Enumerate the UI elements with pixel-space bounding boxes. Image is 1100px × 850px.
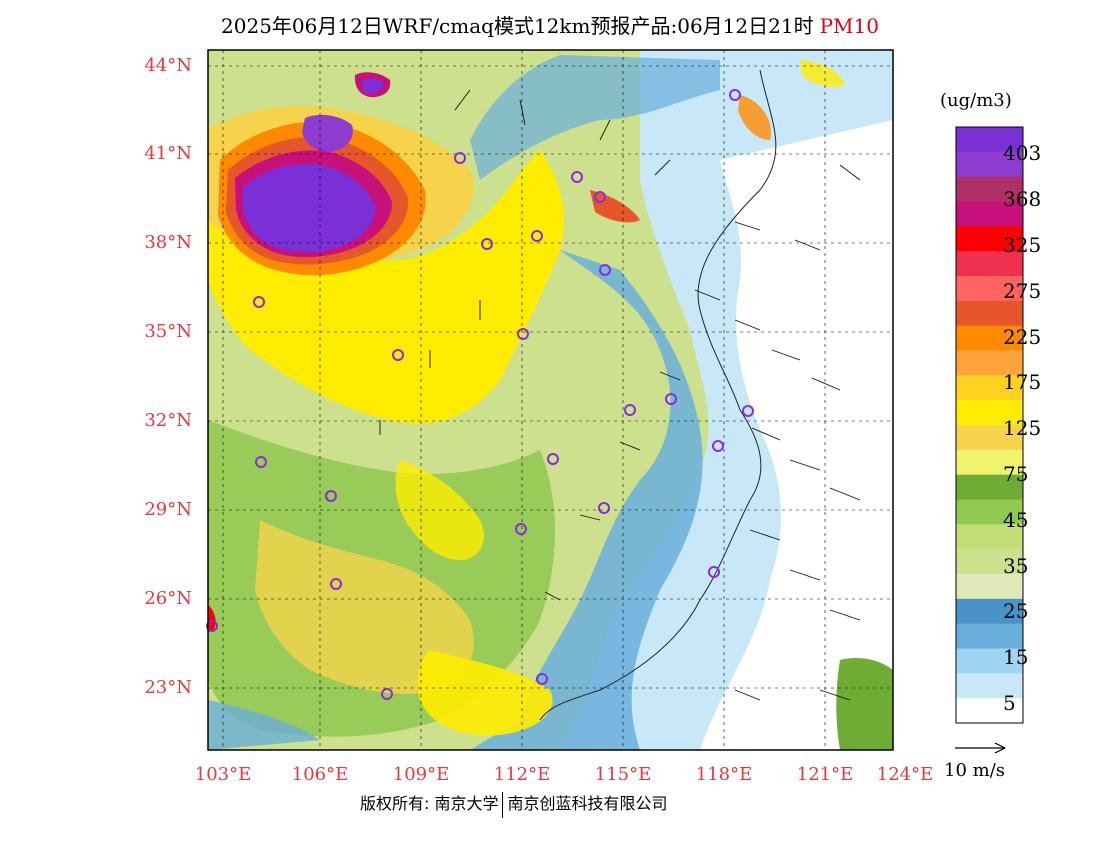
lat-label-23: 23°N [144,677,192,698]
colorbar-swatch [956,449,1023,476]
colorbar-swatch [956,623,1023,649]
colorbar-swatch [956,350,1023,376]
lon-label-112: 112°E [493,764,551,785]
colorbar-label-45: 45 [1003,508,1029,532]
colorbar-label-368: 368 [1003,187,1042,211]
colorbar-label-25: 25 [1003,599,1029,623]
lat-label-41: 41°N [144,143,192,164]
colorbar-frame [955,126,1024,724]
lat-label-38: 38°N [144,232,192,253]
colorbar-swatch [956,499,1023,525]
lat-label-26: 26°N [144,588,192,609]
colorbar-label-125: 125 [1003,416,1042,440]
colorbar-swatch [956,176,1023,202]
map-frame [207,49,894,751]
colorbar-swatch [956,127,1023,153]
lat-label-35: 35°N [144,321,192,342]
colorbar-swatch [956,325,1023,351]
colorbar-swatch [956,549,1023,575]
wind-vectors [379,89,861,701]
coastline [539,69,777,721]
colorbar-label-5: 5 [1003,691,1016,715]
copyright-footer: 版权所有: 南京大学 南京创蓝科技有限公司 [360,790,668,818]
lat-label-29: 29°N [144,499,192,520]
colorbar-label-325: 325 [1003,233,1042,257]
colorbar-swatch [956,648,1023,674]
wind-reference-label: 10 m/s [944,760,1005,781]
lon-label-115: 115°E [594,764,652,785]
colorbar-swatch [956,673,1023,699]
lat-label-32: 32°N [144,410,192,431]
lon-label-121: 121°E [796,764,854,785]
colorbar-label-175: 175 [1003,370,1042,394]
footer-separator [502,791,504,818]
colorbar-label-75: 75 [1003,462,1029,486]
colorbar-label-275: 275 [1003,279,1042,303]
footer-left: 版权所有: 南京大学 [360,794,499,813]
colorbar-label-403: 403 [1003,141,1042,165]
colorbar-swatch [956,698,1023,724]
lon-label-124: 124°E [876,764,934,785]
concentration-field [208,50,893,750]
title-variable: PM10 [819,14,879,38]
colorbar-label-225: 225 [1003,325,1042,349]
wind-reference-arrow [955,742,1006,754]
city-markers [206,82,754,700]
footer-right: 南京创蓝科技有限公司 [507,794,668,813]
colorbar-label-15: 15 [1003,645,1029,669]
colorbar-swatch [956,251,1023,277]
colorbar-swatch [956,375,1023,401]
map-title: 2025年06月12日WRF/cmaq模式12km预报产品:06月12日21时 P… [0,10,1100,39]
lon-label-106: 106°E [291,764,349,785]
graticule [208,50,893,750]
lon-label-103: 103°E [194,764,252,785]
colorbar-swatch [956,524,1023,550]
colorbar-swatch [956,598,1023,625]
colorbar-swatch [956,574,1023,600]
colorbar-swatch [956,276,1023,302]
colorbar-swatch [956,226,1023,252]
colorbar [956,127,1023,724]
colorbar-swatch [956,400,1023,426]
colorbar-swatch [956,425,1023,451]
colorbar-swatch [956,151,1023,178]
lat-label-44: 44°N [144,55,192,76]
colorbar-swatch [956,474,1023,500]
lon-label-109: 109°E [392,764,450,785]
colorbar-swatch [956,300,1023,327]
colorbar-unit: (ug/m3) [940,90,1012,111]
title-main: 2025年06月12日WRF/cmaq模式12km预报产品:06月12日21时 [221,14,814,38]
lon-label-118: 118°E [695,764,753,785]
colorbar-label-35: 35 [1003,554,1029,578]
colorbar-swatch [956,201,1023,227]
